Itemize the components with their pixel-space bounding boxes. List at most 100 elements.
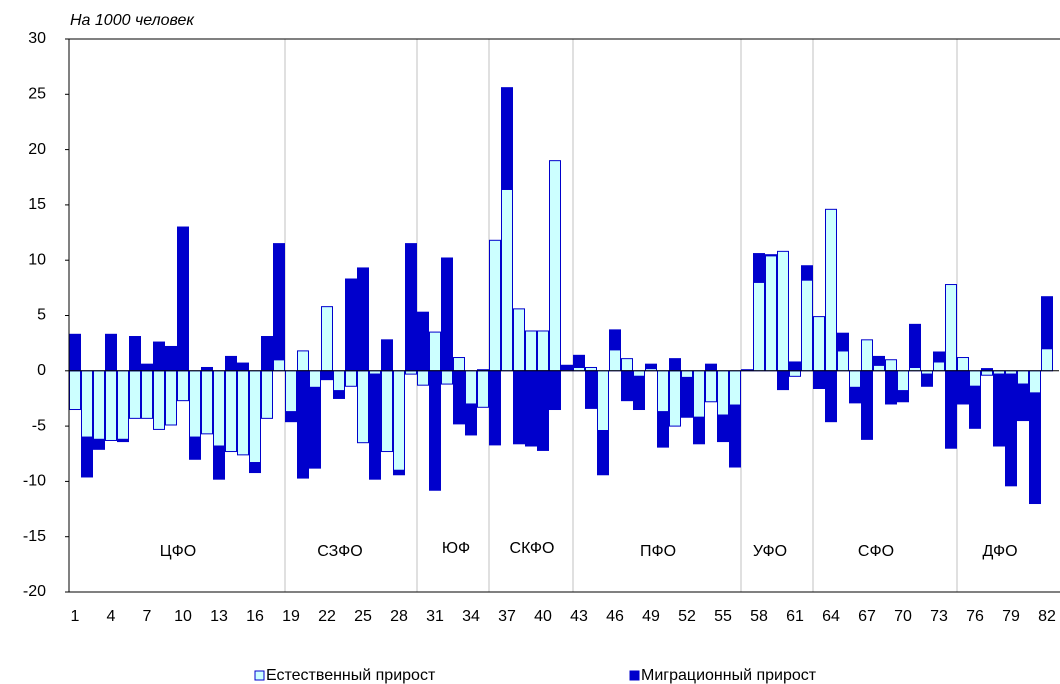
bar xyxy=(141,363,153,372)
bar xyxy=(657,411,669,448)
bar xyxy=(825,370,837,423)
bar xyxy=(333,390,345,399)
bar xyxy=(597,430,609,476)
x-tick-label: 58 xyxy=(750,608,768,625)
bar xyxy=(129,370,141,419)
x-tick-label: 70 xyxy=(894,608,912,625)
bar xyxy=(465,370,477,405)
bar xyxy=(393,370,405,471)
x-tick-label: 13 xyxy=(210,608,228,625)
bar xyxy=(201,370,213,435)
bar xyxy=(933,351,945,363)
bar xyxy=(237,370,249,456)
x-tick-label: 46 xyxy=(606,608,624,625)
y-tick-label: 15 xyxy=(28,196,46,213)
bar xyxy=(333,370,345,392)
bar xyxy=(213,370,225,447)
bar xyxy=(849,386,861,404)
bar xyxy=(837,350,849,372)
bar xyxy=(645,363,657,370)
bar xyxy=(93,438,105,450)
x-tick-label: 4 xyxy=(107,608,116,625)
bar xyxy=(189,370,201,438)
x-tick-label: 52 xyxy=(678,608,696,625)
bar xyxy=(657,370,669,413)
bar xyxy=(849,370,861,388)
bar xyxy=(561,364,573,371)
bar xyxy=(1005,373,1017,487)
bar xyxy=(525,330,537,372)
bar xyxy=(789,370,801,377)
bar xyxy=(1017,370,1029,385)
bar xyxy=(705,363,717,372)
bar xyxy=(69,370,81,411)
bar xyxy=(705,370,717,403)
bar xyxy=(477,370,489,408)
bar xyxy=(525,370,537,447)
bar xyxy=(1041,348,1053,372)
bar xyxy=(993,373,1005,447)
bar xyxy=(597,370,609,432)
y-tick-label: 10 xyxy=(28,251,46,268)
bar xyxy=(357,370,369,444)
bar xyxy=(897,370,909,392)
bar xyxy=(945,370,957,449)
bar xyxy=(825,208,837,372)
bar xyxy=(897,390,909,403)
bar xyxy=(417,311,429,372)
bar xyxy=(609,349,621,372)
bar xyxy=(885,370,897,405)
bar xyxy=(837,332,849,352)
bar xyxy=(957,370,969,405)
bar xyxy=(417,370,429,386)
x-tick-label: 40 xyxy=(534,608,552,625)
bar xyxy=(1029,370,1041,394)
bar xyxy=(105,370,117,441)
bar xyxy=(513,308,525,372)
y-tick-label: 5 xyxy=(37,307,46,324)
bar xyxy=(717,370,729,416)
bar xyxy=(681,370,693,378)
x-tick-label: 67 xyxy=(858,608,876,625)
bar xyxy=(261,370,273,419)
bar xyxy=(981,370,993,376)
bar xyxy=(621,358,633,372)
bar xyxy=(489,239,501,372)
bar xyxy=(393,469,405,476)
bar xyxy=(321,370,333,381)
bar xyxy=(861,370,873,440)
district-label: ЮФ xyxy=(442,540,470,557)
chart-subtitle: На 1000 человек xyxy=(70,12,195,29)
bar xyxy=(441,370,453,385)
bar xyxy=(885,359,897,372)
bar xyxy=(801,279,813,372)
x-tick-label: 49 xyxy=(642,608,660,625)
x-tick-label: 61 xyxy=(786,608,804,625)
bar xyxy=(453,357,465,372)
bar xyxy=(921,373,933,387)
legend-swatch xyxy=(254,670,265,681)
bar xyxy=(345,278,357,372)
bar xyxy=(765,255,777,372)
y-tick-label: -10 xyxy=(23,473,46,490)
y-tick-label: 30 xyxy=(28,30,46,47)
bar xyxy=(537,330,549,372)
bar xyxy=(873,355,885,366)
bar xyxy=(549,370,561,411)
x-tick-label: 76 xyxy=(966,608,984,625)
bar xyxy=(609,329,621,351)
x-tick-label: 79 xyxy=(1002,608,1020,625)
bar xyxy=(945,284,957,372)
x-tick-label: 7 xyxy=(143,608,152,625)
bar xyxy=(93,370,105,440)
y-tick-label: 25 xyxy=(28,86,46,103)
bar xyxy=(381,370,393,453)
bar xyxy=(537,370,549,451)
bar xyxy=(681,376,693,418)
y-tick-label: 20 xyxy=(28,141,46,158)
bar xyxy=(729,404,741,468)
bar xyxy=(153,370,165,430)
district-label: СКФО xyxy=(510,540,555,557)
x-tick-label: 82 xyxy=(1038,608,1056,625)
x-tick-label: 31 xyxy=(426,608,444,625)
